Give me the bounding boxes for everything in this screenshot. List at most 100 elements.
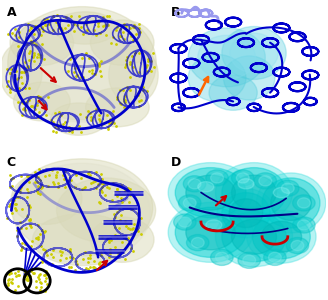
Point: [23, 241, 28, 246]
Point: [134, 226, 139, 231]
Point: [114, 97, 120, 101]
Ellipse shape: [230, 33, 278, 73]
Text: D: D: [171, 156, 181, 169]
Point: [87, 111, 92, 116]
Ellipse shape: [91, 20, 154, 65]
Point: [24, 214, 30, 219]
Ellipse shape: [253, 215, 310, 259]
Point: [27, 274, 32, 278]
Point: [10, 211, 15, 215]
Point: [55, 185, 60, 190]
Point: [13, 202, 18, 207]
Point: [43, 258, 49, 263]
Ellipse shape: [297, 198, 310, 208]
Point: [37, 178, 43, 182]
Point: [25, 174, 30, 178]
Point: [26, 179, 31, 184]
Point: [12, 202, 17, 206]
Point: [10, 198, 15, 203]
Point: [9, 31, 14, 36]
Point: [59, 112, 64, 117]
Point: [118, 234, 123, 239]
Point: [8, 89, 13, 94]
Point: [98, 172, 104, 177]
Point: [32, 169, 37, 174]
Point: [52, 182, 57, 187]
Point: [92, 265, 98, 270]
Point: [15, 62, 20, 67]
Point: [89, 115, 94, 119]
Point: [5, 277, 10, 282]
Point: [107, 254, 112, 259]
Ellipse shape: [238, 252, 260, 268]
Point: [118, 87, 123, 92]
Point: [10, 281, 15, 286]
Point: [109, 197, 114, 202]
Point: [101, 181, 106, 186]
Ellipse shape: [186, 175, 236, 210]
Ellipse shape: [222, 26, 286, 80]
Point: [96, 260, 102, 265]
Point: [115, 187, 120, 191]
Point: [10, 176, 16, 181]
Ellipse shape: [271, 185, 311, 220]
Point: [6, 281, 11, 286]
Point: [85, 256, 90, 261]
Point: [112, 245, 117, 250]
Point: [117, 100, 123, 105]
Ellipse shape: [183, 176, 206, 192]
Point: [72, 66, 77, 70]
Point: [16, 76, 21, 81]
Point: [16, 29, 21, 34]
Point: [36, 236, 41, 241]
Point: [35, 174, 40, 179]
Point: [13, 207, 19, 212]
Point: [15, 61, 21, 66]
Point: [100, 176, 105, 181]
Point: [97, 200, 103, 205]
Point: [13, 206, 18, 211]
Point: [39, 259, 45, 263]
Point: [8, 289, 13, 293]
Point: [41, 229, 47, 234]
Ellipse shape: [183, 198, 196, 208]
Point: [30, 55, 35, 59]
Point: [67, 129, 72, 134]
Point: [122, 236, 127, 241]
Point: [95, 20, 100, 25]
Point: [137, 21, 142, 26]
Ellipse shape: [174, 214, 196, 230]
Ellipse shape: [13, 16, 151, 122]
Point: [17, 35, 22, 40]
Ellipse shape: [264, 249, 286, 266]
Point: [27, 28, 32, 33]
Point: [28, 244, 33, 249]
Point: [118, 102, 124, 106]
Point: [109, 119, 114, 124]
Point: [37, 277, 42, 281]
Point: [25, 276, 30, 280]
Point: [24, 270, 29, 275]
Point: [15, 268, 20, 273]
Point: [121, 99, 126, 103]
Point: [36, 52, 41, 57]
Point: [123, 57, 129, 62]
Ellipse shape: [198, 182, 214, 192]
Point: [108, 248, 113, 252]
Ellipse shape: [168, 202, 253, 262]
Point: [50, 129, 55, 134]
Ellipse shape: [187, 235, 209, 251]
Point: [87, 256, 92, 261]
Point: [8, 176, 13, 181]
Point: [137, 30, 143, 34]
Point: [19, 245, 24, 250]
Point: [26, 98, 31, 102]
Point: [52, 110, 57, 115]
Point: [124, 85, 129, 90]
Ellipse shape: [206, 220, 222, 230]
Point: [41, 28, 46, 33]
Point: [108, 251, 113, 256]
Ellipse shape: [217, 188, 275, 238]
Point: [22, 59, 27, 64]
Point: [28, 223, 33, 228]
